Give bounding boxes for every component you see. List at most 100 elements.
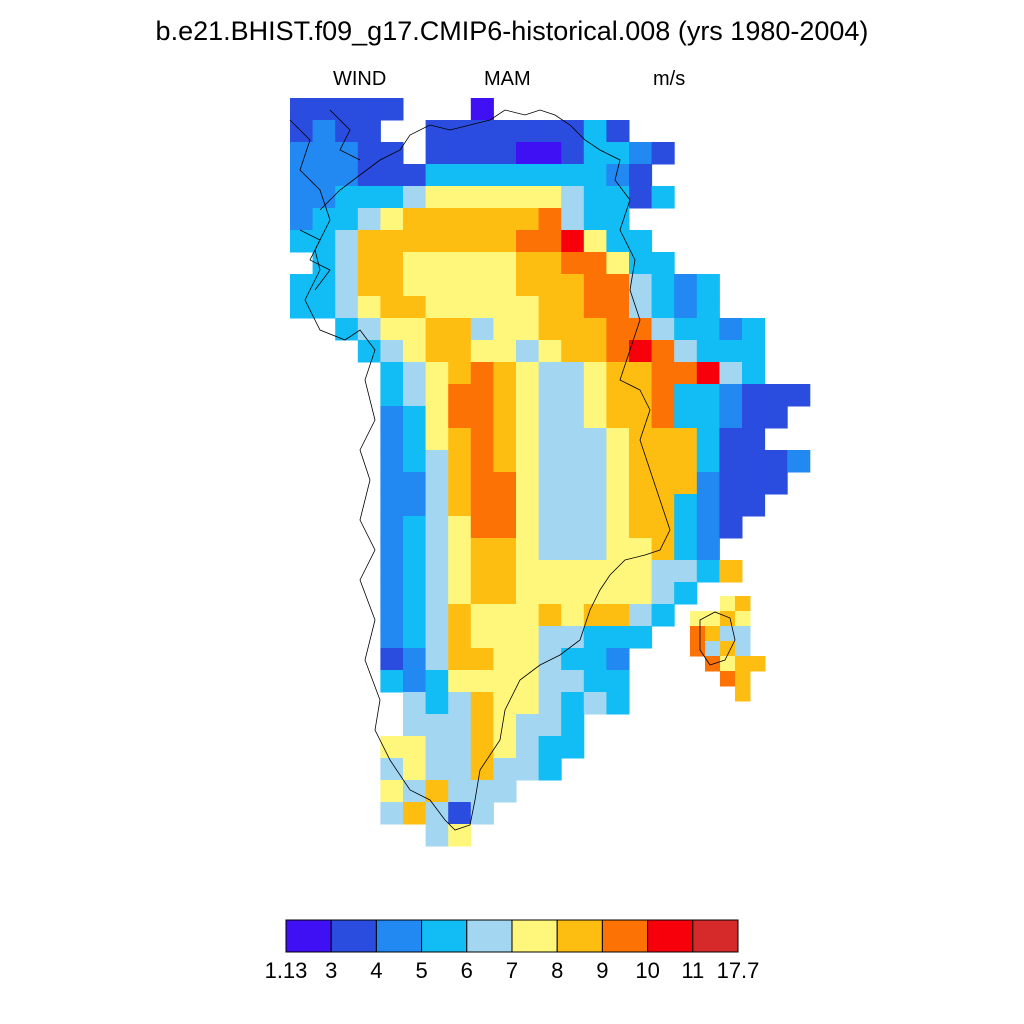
map-cell — [425, 824, 449, 847]
map-cell — [719, 450, 743, 473]
map-cell — [629, 186, 653, 209]
map-cell — [516, 120, 540, 143]
map-cell — [403, 802, 427, 825]
map-cell — [674, 428, 698, 451]
map-cell — [493, 582, 517, 605]
map-cell — [561, 142, 585, 165]
map-cell — [583, 560, 607, 583]
map-cell-iceland — [720, 611, 736, 627]
map-cell — [674, 362, 698, 385]
map-cell — [538, 538, 562, 561]
map-cell — [583, 670, 607, 693]
map-cell — [425, 384, 449, 407]
map-cell — [312, 98, 336, 121]
map-cell — [674, 296, 698, 319]
map-cell — [380, 626, 404, 649]
map-cell — [493, 494, 517, 517]
map-cell — [742, 494, 766, 517]
map-cell — [561, 120, 585, 143]
colorbar-tick-label: 4 — [370, 958, 383, 983]
map-cell — [380, 494, 404, 517]
map-cell — [606, 340, 630, 363]
map-cell-iceland — [750, 656, 766, 672]
map-cell — [380, 186, 404, 209]
map-cell — [583, 472, 607, 495]
map-cell — [516, 318, 540, 341]
map-cell — [425, 450, 449, 473]
map-cell — [448, 604, 472, 627]
colorbar-tick-label: 7 — [505, 958, 519, 983]
map-cell — [493, 186, 517, 209]
map-cell — [425, 252, 449, 275]
map-cell — [290, 98, 314, 121]
map-cell — [742, 472, 766, 495]
map-cell — [516, 274, 540, 297]
map-cell — [561, 736, 585, 759]
map-cell — [561, 648, 585, 671]
map-cell — [538, 472, 562, 495]
map-cell-iceland — [690, 611, 706, 627]
map-cell — [719, 472, 743, 495]
map-cell — [719, 362, 743, 385]
map-cell — [651, 450, 675, 473]
map-cell — [538, 296, 562, 319]
map-cell — [335, 252, 359, 275]
map-cell — [538, 582, 562, 605]
map-cell — [516, 648, 540, 671]
map-cell — [425, 142, 449, 165]
map-cell — [629, 142, 653, 165]
map-cell — [629, 582, 653, 605]
map-cell — [538, 626, 562, 649]
map-cell — [696, 516, 720, 539]
map-cell — [312, 120, 336, 143]
map-cell — [696, 406, 720, 429]
map-cell — [651, 406, 675, 429]
map-cell — [583, 384, 607, 407]
map-cell — [606, 604, 630, 627]
map-cell — [493, 758, 517, 781]
map-cell — [629, 252, 653, 275]
map-cell — [516, 362, 540, 385]
map-cell — [425, 604, 449, 627]
map-cell — [470, 362, 494, 385]
map-cell-iceland — [720, 596, 736, 612]
map-cell — [629, 296, 653, 319]
map-cell — [629, 604, 653, 627]
map-cell — [538, 186, 562, 209]
map-cell — [470, 340, 494, 363]
map-cell — [583, 186, 607, 209]
map-cell — [583, 538, 607, 561]
map-cell-iceland — [705, 641, 721, 657]
map-cell — [583, 450, 607, 473]
map-cell — [516, 714, 540, 737]
map-cell — [403, 274, 427, 297]
map-cell — [312, 274, 336, 297]
map-cell — [357, 296, 381, 319]
map-cell — [470, 164, 494, 187]
map-cell — [516, 516, 540, 539]
map-cell — [425, 582, 449, 605]
map-cell — [357, 98, 381, 121]
map-cell — [561, 560, 585, 583]
map-cell — [380, 802, 404, 825]
map-cell — [538, 428, 562, 451]
map-cell — [561, 494, 585, 517]
map-cell — [538, 560, 562, 583]
map-cell — [425, 318, 449, 341]
map-cell — [312, 208, 336, 231]
map-cell — [742, 318, 766, 341]
map-cell — [629, 560, 653, 583]
map-cell — [380, 318, 404, 341]
map-cell — [403, 296, 427, 319]
map-cell — [606, 296, 630, 319]
map-cell — [651, 318, 675, 341]
map-cell — [538, 406, 562, 429]
colorbar-box — [285, 919, 332, 953]
map-cell — [448, 670, 472, 693]
map-cell — [357, 120, 381, 143]
map-cell — [425, 164, 449, 187]
map-cell — [561, 296, 585, 319]
map-cell — [583, 120, 607, 143]
map-cell — [448, 318, 472, 341]
